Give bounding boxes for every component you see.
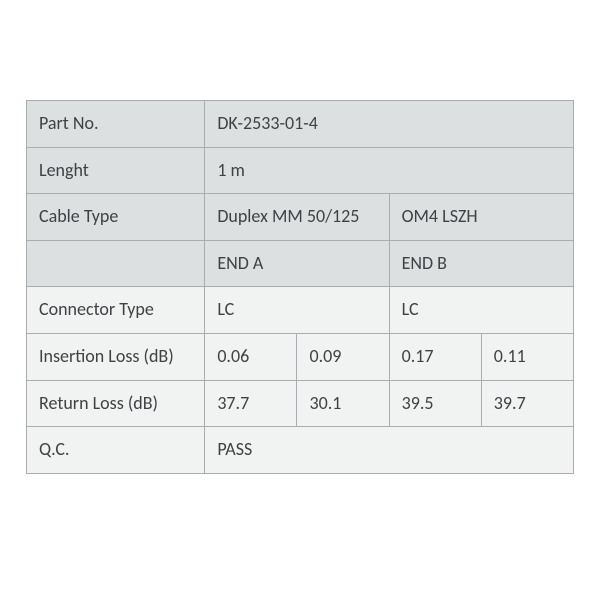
value-insertion-loss-1: 0.09 — [297, 333, 389, 380]
value-return-loss-1: 30.1 — [297, 380, 389, 427]
value-return-loss-0: 37.7 — [205, 380, 297, 427]
table-row: Return Loss (dB) 37.7 30.1 39.5 39.7 — [27, 380, 574, 427]
table-row: Lenght 1 m — [27, 147, 574, 194]
table-row: END A END B — [27, 240, 574, 287]
value-connector-b: LC — [389, 287, 573, 334]
value-return-loss-3: 39.7 — [481, 380, 573, 427]
value-return-loss-2: 39.5 — [389, 380, 481, 427]
label-end-a: END A — [205, 240, 389, 287]
spec-table-container: Part No. DK-2533-01-4 Lenght 1 m Cable T… — [26, 100, 574, 474]
table-row: Q.C. PASS — [27, 427, 574, 474]
label-cable-type: Cable Type — [27, 194, 205, 241]
value-part-no: DK-2533-01-4 — [205, 101, 574, 148]
value-connector-a: LC — [205, 287, 389, 334]
label-return-loss: Return Loss (dB) — [27, 380, 205, 427]
value-cable-type-a: Duplex MM 50/125 — [205, 194, 389, 241]
value-cable-type-b: OM4 LSZH — [389, 194, 573, 241]
value-insertion-loss-3: 0.11 — [481, 333, 573, 380]
label-end-b: END B — [389, 240, 573, 287]
label-empty — [27, 240, 205, 287]
label-length: Lenght — [27, 147, 205, 194]
table-row: Insertion Loss (dB) 0.06 0.09 0.17 0.11 — [27, 333, 574, 380]
label-connector-type: Connector Type — [27, 287, 205, 334]
value-insertion-loss-2: 0.17 — [389, 333, 481, 380]
value-insertion-loss-0: 0.06 — [205, 333, 297, 380]
label-qc: Q.C. — [27, 427, 205, 474]
label-insertion-loss: Insertion Loss (dB) — [27, 333, 205, 380]
value-length: 1 m — [205, 147, 574, 194]
value-qc: PASS — [205, 427, 574, 474]
table-row: Cable Type Duplex MM 50/125 OM4 LSZH — [27, 194, 574, 241]
spec-table: Part No. DK-2533-01-4 Lenght 1 m Cable T… — [26, 100, 574, 474]
label-part-no: Part No. — [27, 101, 205, 148]
table-row: Connector Type LC LC — [27, 287, 574, 334]
table-row: Part No. DK-2533-01-4 — [27, 101, 574, 148]
